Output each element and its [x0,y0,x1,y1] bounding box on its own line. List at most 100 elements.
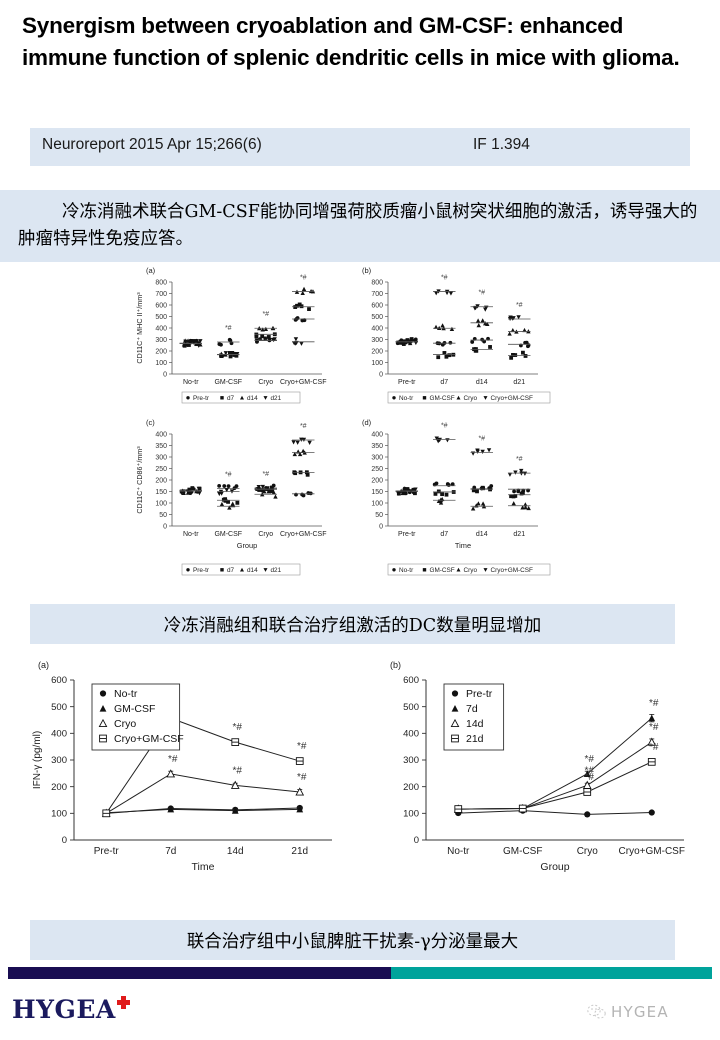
svg-text:800: 800 [155,279,167,286]
watermark-text: HYGEA [611,1003,669,1021]
footer-rule-navy [8,967,391,979]
svg-text:*#: *# [233,765,243,776]
svg-text:d7: d7 [440,531,448,538]
svg-text:250: 250 [371,466,383,473]
svg-text:GM-CSF: GM-CSF [214,379,242,386]
svg-text:Pre-tr: Pre-tr [466,688,493,700]
line-figure-block: (a) 0 100 200 300 400 500 600 IFN-γ (pg/ml) Pre-t… [8,658,712,888]
svg-text:200: 200 [155,348,167,355]
svg-text:d14: d14 [476,531,488,538]
svg-text:400: 400 [51,729,67,740]
svg-text:*#: *# [516,302,523,309]
footer-rule [8,967,712,979]
footer-rule-teal [391,967,712,979]
svg-text:300: 300 [403,755,419,766]
svg-text:*#: *# [478,290,485,297]
svg-text:Pre-tr: Pre-tr [193,567,210,574]
svg-text:100: 100 [403,809,419,820]
svg-text:*#: *# [225,325,232,332]
svg-text:(b): (b) [362,266,372,275]
svg-text:d21: d21 [271,567,282,574]
svg-text:Cryo: Cryo [577,846,599,857]
svg-text:0: 0 [62,835,67,846]
svg-text:No-tr: No-tr [399,395,414,402]
svg-text:21d: 21d [466,733,484,745]
svg-text:Cryo+GM-CSF: Cryo+GM-CSF [280,531,326,538]
svg-text:400: 400 [155,431,167,438]
svg-text:*#: *# [225,472,232,479]
svg-text:100: 100 [155,360,167,367]
svg-text:500: 500 [403,702,419,713]
svg-text:Pre-tr: Pre-tr [193,395,210,402]
summary-banner-1: 冷冻消融术联合GM-CSF能协同增强荷胶质瘤小鼠树突状细胞的激活，诱导强大的肿瘤… [0,190,720,262]
svg-text:0: 0 [414,835,419,846]
svg-text:Cryo: Cryo [258,531,273,538]
wechat-icon [587,1004,606,1019]
page-title: Synergism between cryoablation and GM-CS… [22,13,680,70]
svg-text:d21: d21 [513,379,525,386]
svg-text:300: 300 [155,454,167,461]
svg-text:0: 0 [379,523,383,530]
svg-text:IFN-γ (pg/ml): IFN-γ (pg/ml) [32,731,43,789]
svg-text:Cryo: Cryo [114,718,136,730]
svg-text:GM-CSF: GM-CSF [114,703,155,715]
impact-factor: IF 1.394 [473,136,530,153]
svg-text:300: 300 [155,337,167,344]
svg-text:*#: *# [300,274,307,281]
svg-text:100: 100 [155,500,167,507]
hygea-logo-text: HYGEA [12,995,116,1024]
svg-text:d7: d7 [227,395,235,402]
line-panels-svg: (a) 0 100 200 300 400 500 600 IFN-γ (pg/ml) Pre-t… [32,660,685,873]
svg-text:Cryo: Cryo [464,395,478,402]
svg-text:600: 600 [371,302,383,309]
svg-text:7d: 7d [466,703,478,715]
svg-text:500: 500 [51,702,67,713]
svg-text:*#: *# [585,765,595,776]
hygea-logo: HYGEA [12,995,130,1024]
svg-text:*#: *# [441,423,448,430]
svg-text:200: 200 [371,348,383,355]
svg-text:No-tr: No-tr [183,531,199,538]
svg-text:*#: *# [441,274,448,281]
svg-text:200: 200 [371,477,383,484]
svg-text:Cryo+GM-CSF: Cryo+GM-CSF [491,567,534,574]
summary-banner-1-text: 冷冻消融术联合GM-CSF能协同增强荷胶质瘤小鼠树突状细胞的激活，诱导强大的肿瘤… [18,202,698,250]
svg-text:GM-CSF: GM-CSF [430,567,455,574]
svg-text:No-tr: No-tr [447,846,470,857]
svg-text:600: 600 [155,302,167,309]
svg-text:200: 200 [155,477,167,484]
svg-text:300: 300 [51,755,67,766]
svg-text:400: 400 [403,729,419,740]
svg-text:Time: Time [192,861,215,873]
svg-text:Cryo: Cryo [258,379,273,386]
summary-banner-2: 冷冻消融组和联合治疗组激活的DC数量明显增加 [30,604,675,644]
svg-text:50: 50 [159,512,167,519]
svg-text:300: 300 [371,454,383,461]
svg-text:100: 100 [371,500,383,507]
svg-text:Cryo: Cryo [464,567,478,574]
svg-text:*#: *# [262,311,269,318]
svg-text:Cryo+GM-CSF: Cryo+GM-CSF [280,379,326,386]
svg-text:Group: Group [237,541,258,550]
svg-text:700: 700 [371,291,383,298]
svg-text:600: 600 [403,675,419,686]
svg-text:500: 500 [155,314,167,321]
svg-text:No-tr: No-tr [114,688,138,700]
svg-text:300: 300 [371,337,383,344]
svg-text:*#: *# [478,435,485,442]
journal-citation: Neuroreport 2015 Apr 15;266(6) [42,136,262,153]
svg-text:No-tr: No-tr [183,379,199,386]
svg-text:400: 400 [155,325,167,332]
scatter-figure-block: (a) 0 100 200 300 400 500 600 700 800 CD11C⁺ MHC I… [120,264,590,586]
svg-text:200: 200 [403,782,419,793]
svg-text:500: 500 [371,314,383,321]
svg-text:0: 0 [163,523,167,530]
svg-text:250: 250 [155,466,167,473]
svg-text:350: 350 [371,443,383,450]
svg-text:*#: *# [649,698,659,709]
svg-text:800: 800 [371,279,383,286]
svg-text:d14: d14 [476,379,488,386]
svg-text:Pre-tr: Pre-tr [398,531,416,538]
